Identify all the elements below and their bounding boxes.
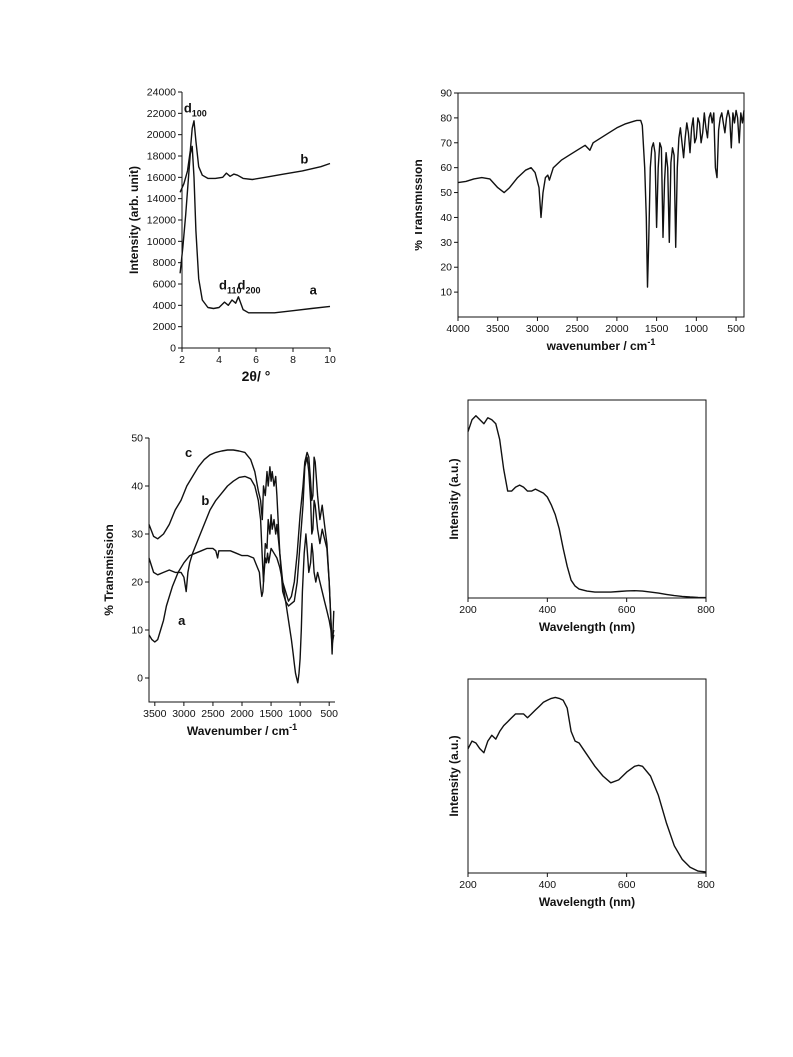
y-tick-label: 2000 <box>153 321 177 333</box>
ftir-chart-1: 4000 3500 3000 2500 2000 1500 1000 500 10 20 30 40 5… <box>411 88 745 354</box>
plot-frame <box>467 678 707 874</box>
x-tick-label: 2500 <box>565 323 589 335</box>
x-tick-label: 8 <box>290 354 296 366</box>
curve-annotation: c <box>185 445 192 460</box>
x-tick-label: 4 <box>216 354 222 366</box>
series-line <box>148 456 335 655</box>
x-tick-label: 10 <box>324 354 336 366</box>
x-tick-label: 2500 <box>201 708 225 720</box>
y-tick-label: 70 <box>440 137 452 149</box>
y-tick-label: 10000 <box>147 236 176 248</box>
x-tick-label: 3500 <box>143 708 167 720</box>
curve-annotation: a <box>178 613 186 628</box>
xrd-chart: 2 4 6 8 100200040006000800010000120001400016… <box>127 87 336 385</box>
y-tick-label: 40 <box>131 481 143 493</box>
x-tick-label: 600 <box>618 604 636 616</box>
y-tick-label: 30 <box>440 237 452 249</box>
x-axis-title: Wavelength (nm) <box>539 895 635 909</box>
ftir-chart-panel-2: 3500 3000 2500 2000 1500 1000 500 0 10 20 30 40 50 Wa… <box>100 430 350 740</box>
x-axis-title: Wavelength (nm) <box>539 620 635 634</box>
y-tick-label: 4000 <box>153 300 177 312</box>
y-tick-label: 12000 <box>147 215 176 227</box>
y-axis-title: Intensity (arb. unit) <box>127 166 141 274</box>
y-tick-label: 10 <box>131 625 143 637</box>
x-axis-title-sup: -1 <box>647 337 655 347</box>
x-axis-title: wavenumber / cm-1 <box>546 337 656 353</box>
series-line <box>467 415 707 599</box>
y-tick-label: 18000 <box>147 151 176 163</box>
xrd-chart-panel: 2 4 6 8 10 0 2000 4000 6000 8000 10000 12000 14000 16… <box>105 85 345 395</box>
curve-annotation: d100 <box>184 100 207 118</box>
x-tick-label: 3500 <box>486 323 510 335</box>
curve-annotation: b <box>300 151 308 166</box>
series-line <box>148 533 335 684</box>
curve-annotation-sub: 200 <box>245 285 260 295</box>
curve-annotation-sub: 100 <box>192 108 207 118</box>
x-tick-label: 6 <box>253 354 259 366</box>
series-line <box>457 109 745 288</box>
y-tick-label: 10 <box>440 287 452 299</box>
plot-frame <box>467 399 707 599</box>
y-axis-title: Intensity (a.u.) <box>447 458 461 539</box>
uv-chart-1: 200 400 600 800 Wavelength (nm) Intensity (a.… <box>447 399 715 634</box>
plot-frame <box>457 92 745 318</box>
y-tick-label: 0 <box>170 343 176 355</box>
y-tick-label: 6000 <box>153 279 177 291</box>
curve-annotation: b <box>201 493 209 508</box>
y-tick-label: 20 <box>440 262 452 274</box>
series-line <box>148 449 335 641</box>
y-tick-label: 90 <box>440 88 452 100</box>
y-axis-title: % Transmission <box>415 159 425 250</box>
ftir-chart-panel-1: 4000 3500 3000 2500 2000 1500 1000 500 10 20 30 40 5… <box>411 85 755 365</box>
x-axis-title-sup: -1 <box>289 722 297 732</box>
y-tick-label: 80 <box>440 112 452 124</box>
y-tick-label: 20 <box>131 577 143 589</box>
uv-chart-2: 200 400 600 800 Wavelength (nm) Intensity (a.… <box>447 678 715 909</box>
y-tick-label: 50 <box>440 187 452 199</box>
x-axis-title: 2θ/ ° <box>242 368 271 384</box>
y-axis-title: Intensity (a.u.) <box>447 735 461 816</box>
x-tick-label: 200 <box>459 879 477 891</box>
y-axis-title: % Transmission <box>102 524 116 615</box>
x-tick-label: 3000 <box>172 708 196 720</box>
y-tick-label: 50 <box>131 433 143 445</box>
curve-annotation: a <box>310 283 318 298</box>
x-tick-label: 3000 <box>526 323 550 335</box>
x-axis-title: Wavenumber / cm-1 <box>187 722 297 738</box>
x-tick-label: 4000 <box>446 323 470 335</box>
y-tick-label: 0 <box>137 673 143 685</box>
x-tick-label: 2000 <box>605 323 629 335</box>
y-tick-label: 30 <box>131 529 143 541</box>
y-tick-label: 14000 <box>147 193 176 205</box>
series-line <box>179 120 331 193</box>
x-tick-label: 200 <box>459 604 477 616</box>
y-tick-label: 8000 <box>153 257 177 269</box>
x-tick-label: 1500 <box>645 323 669 335</box>
y-tick-label: 24000 <box>147 87 176 99</box>
y-tick-label: 20000 <box>147 129 176 141</box>
series-line <box>179 145 331 314</box>
y-tick-label: 40 <box>440 212 452 224</box>
curve-annotation-sub: 110 <box>227 285 242 295</box>
uv-chart-panel-1: 200 400 600 800 Wavelength (nm) Intensity (a.… <box>440 395 740 640</box>
x-tick-label: 500 <box>727 323 745 335</box>
x-tick-label: 1000 <box>288 708 312 720</box>
x-tick-label: 400 <box>539 879 557 891</box>
x-tick-label: 1500 <box>259 708 283 720</box>
x-tick-label: 2000 <box>230 708 254 720</box>
x-tick-label: 500 <box>320 708 338 720</box>
x-tick-label: 600 <box>618 879 636 891</box>
y-tick-label: 16000 <box>147 172 176 184</box>
x-tick-label: 800 <box>697 604 715 616</box>
uv-chart-panel-2: 200 400 600 800 Wavelength (nm) Intensity (a.… <box>440 675 740 915</box>
y-tick-label: 22000 <box>147 108 176 120</box>
y-tick-label: 60 <box>440 162 452 174</box>
series-line <box>467 696 707 873</box>
ftir-chart-2: 3500 3000 2500 2000 1500 1000 500 0 10 20 30 40 50 Wa… <box>102 433 338 739</box>
x-tick-label: 800 <box>697 879 715 891</box>
x-tick-label: 2 <box>179 354 185 366</box>
x-tick-label: 1000 <box>685 323 709 335</box>
x-tick-label: 400 <box>539 604 557 616</box>
